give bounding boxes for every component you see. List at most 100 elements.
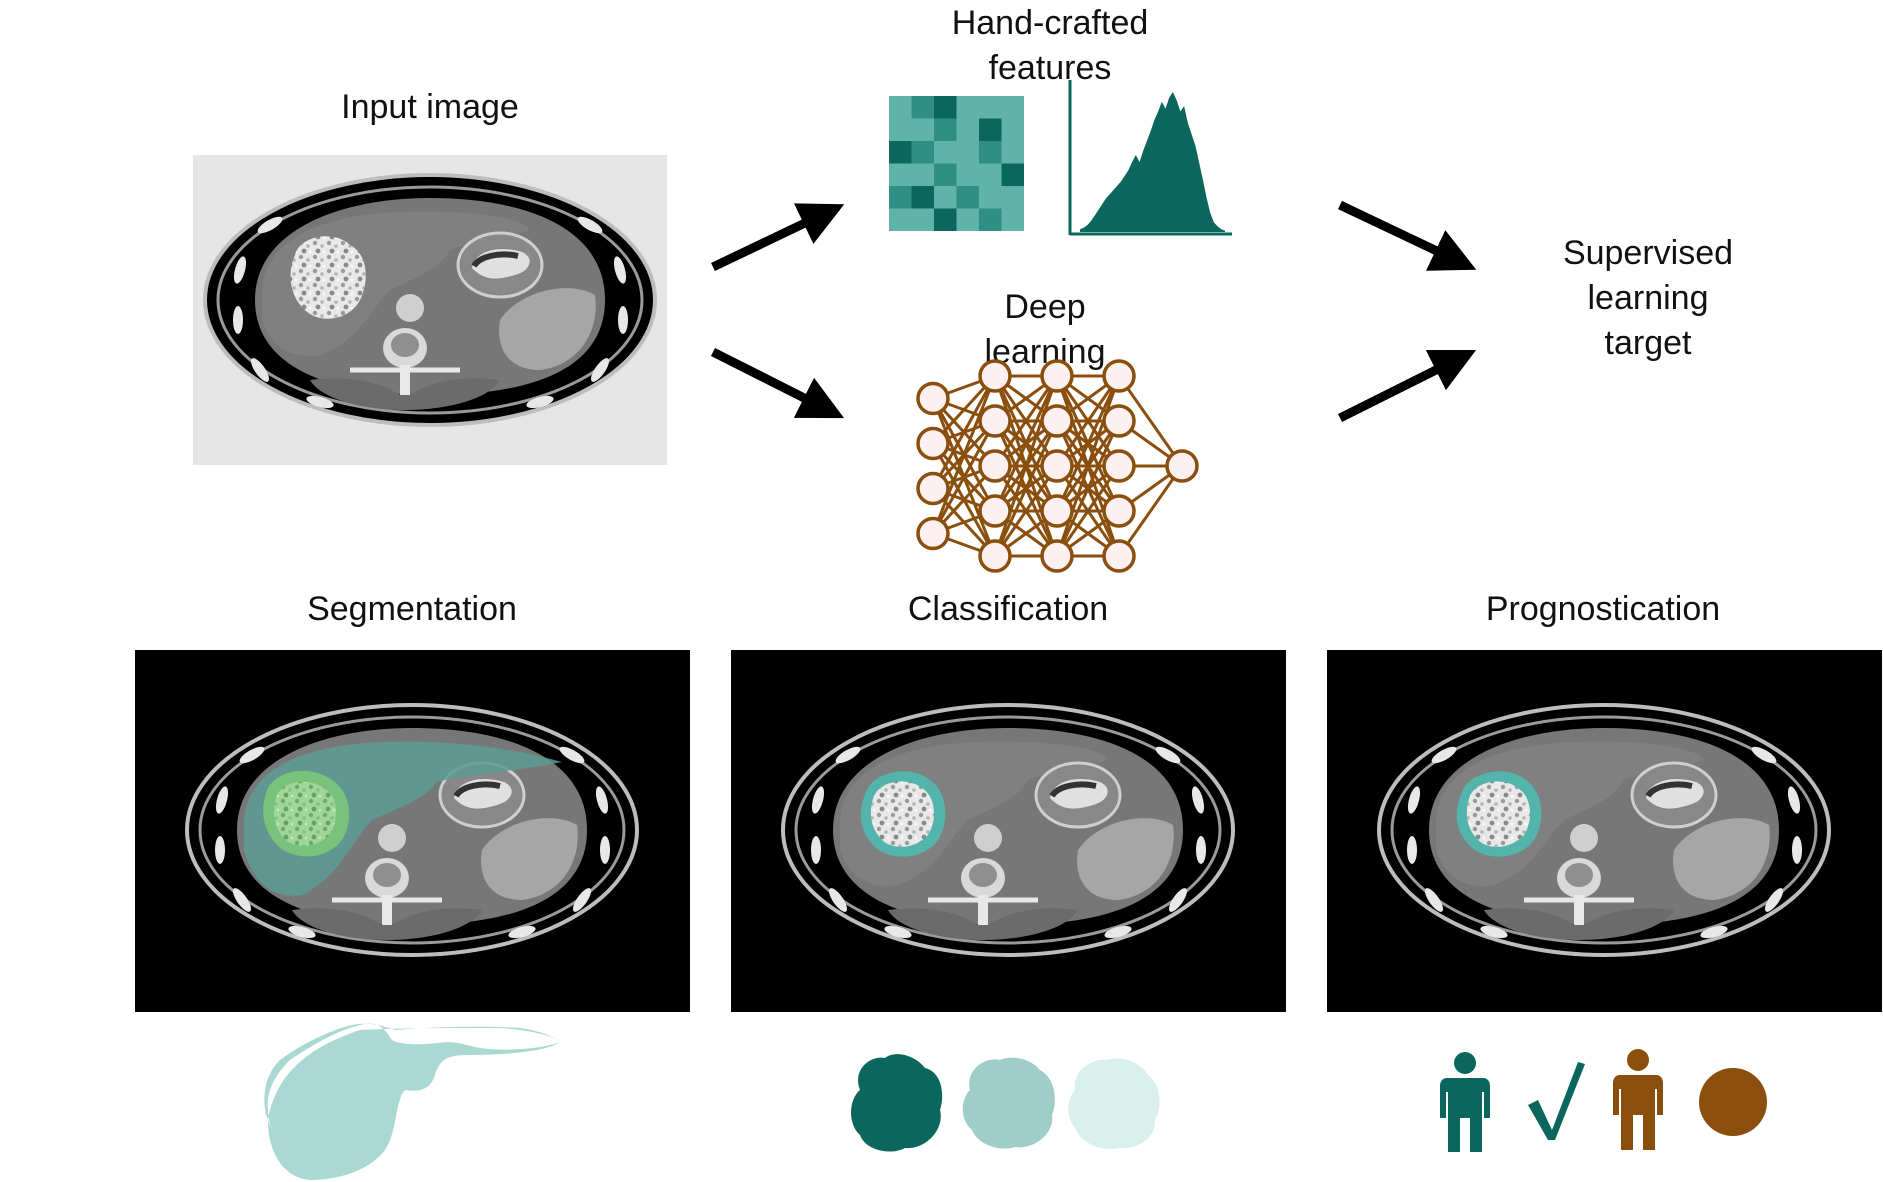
network-edge — [993, 420, 1059, 557]
arrow-to-deep-learning — [710, 347, 845, 419]
handcrafted-features-label: Hand-crafted — [952, 4, 1149, 42]
network-node — [978, 449, 1012, 483]
handcrafted-features-label-line2: features — [989, 49, 1112, 87]
glcm-cell — [1001, 208, 1024, 231]
glcm-cell — [889, 141, 912, 164]
classification-ct-panel — [731, 650, 1286, 1012]
network-node — [1102, 539, 1136, 573]
classification-label: Classification — [908, 590, 1108, 628]
network-node — [916, 381, 950, 416]
segmentation-ct-panel — [135, 650, 690, 1012]
glcm-cell — [1001, 118, 1024, 141]
network-edge — [993, 375, 1059, 557]
network-edge — [993, 465, 1059, 557]
network-node — [978, 404, 1012, 438]
glcm-cell — [1001, 163, 1024, 186]
glcm-cell — [889, 208, 912, 231]
checkmark-icon — [1528, 1062, 1585, 1140]
network-node — [1040, 494, 1074, 528]
input-ct-image — [193, 155, 667, 465]
glcm-cell — [889, 96, 912, 119]
arrow-handcrafted-to-target — [1338, 200, 1477, 271]
tumor-class-icons — [851, 1054, 1160, 1152]
network-node — [916, 471, 950, 506]
network-node — [1102, 404, 1136, 438]
network-node — [1102, 494, 1136, 528]
tumor-class-light-icon — [1068, 1058, 1160, 1149]
glcm-cell — [911, 163, 934, 186]
glcm-cell — [956, 163, 979, 186]
glcm-cell — [956, 208, 979, 231]
supervised-target-label: Supervised — [1563, 234, 1733, 272]
network-node — [1040, 404, 1074, 438]
network-edge — [993, 375, 1059, 467]
prognostication-label: Prognostication — [1486, 590, 1720, 628]
network-node — [916, 426, 950, 461]
glcm-cell — [956, 141, 979, 164]
glcm-cell — [934, 141, 957, 164]
network-node — [1102, 449, 1136, 483]
glcm-cell — [934, 208, 957, 231]
glcm-cell — [1001, 96, 1024, 119]
network-node — [1040, 539, 1074, 573]
network-edge — [1055, 375, 1121, 557]
glcm-cell — [889, 118, 912, 141]
network-node — [978, 539, 1012, 573]
glcm-cell — [979, 141, 1002, 164]
histogram-icon — [1068, 80, 1232, 236]
tumor-class-dark-icon — [851, 1054, 943, 1152]
deep-learning-label: Deep — [1004, 288, 1085, 326]
network-node — [916, 516, 950, 551]
patient-outcome-icons — [1440, 1049, 1767, 1152]
network-edge — [993, 375, 1059, 512]
network-node — [1040, 449, 1074, 483]
supervised-target-label-line2: learning — [1588, 279, 1709, 317]
network-node — [1102, 359, 1136, 393]
network-edge — [1055, 420, 1121, 557]
glcm-cell — [889, 163, 912, 186]
neural-network-icon — [916, 359, 1199, 573]
network-node — [1165, 449, 1199, 483]
patient-deceased-icon — [1613, 1049, 1663, 1150]
texture-matrix-icon — [889, 96, 1024, 231]
glcm-cell — [1001, 141, 1024, 164]
glcm-cell — [911, 96, 934, 119]
prognostication-ct-panel — [1327, 650, 1882, 1012]
glcm-cell — [934, 186, 957, 209]
arrow-deep-to-target — [1337, 349, 1477, 423]
network-edge — [1055, 375, 1121, 512]
arrow-to-handcrafted — [711, 203, 845, 272]
glcm-cell — [911, 141, 934, 164]
network-edge — [1055, 465, 1121, 557]
glcm-cell — [911, 118, 934, 141]
glcm-cell — [1001, 186, 1024, 209]
glcm-cell — [979, 208, 1002, 231]
glcm-cell — [979, 186, 1002, 209]
segmentation-label: Segmentation — [307, 590, 517, 628]
glcm-cell — [911, 186, 934, 209]
glcm-cell — [956, 186, 979, 209]
glcm-cell — [934, 96, 957, 119]
network-node — [1040, 359, 1074, 393]
network-node — [978, 494, 1012, 528]
tumor-class-mid-icon — [962, 1057, 1055, 1149]
outcome-circle-icon — [1699, 1068, 1767, 1136]
glcm-cell — [956, 118, 979, 141]
input-image-label: Input image — [341, 88, 519, 126]
glcm-cell — [979, 118, 1002, 141]
network-node — [978, 359, 1012, 393]
glcm-cell — [934, 163, 957, 186]
glcm-cell — [979, 163, 1002, 186]
network-edge — [931, 375, 997, 490]
glcm-cell — [889, 186, 912, 209]
liver-shape-icon — [264, 1023, 560, 1180]
network-edge — [931, 420, 997, 535]
network-edge — [1117, 465, 1184, 557]
network-edge — [1117, 375, 1184, 467]
network-edge — [931, 375, 997, 535]
glcm-cell — [934, 118, 957, 141]
patient-alive-icon — [1440, 1052, 1490, 1152]
supervised-target-label-line3: target — [1605, 324, 1692, 362]
glcm-cell — [956, 96, 979, 119]
